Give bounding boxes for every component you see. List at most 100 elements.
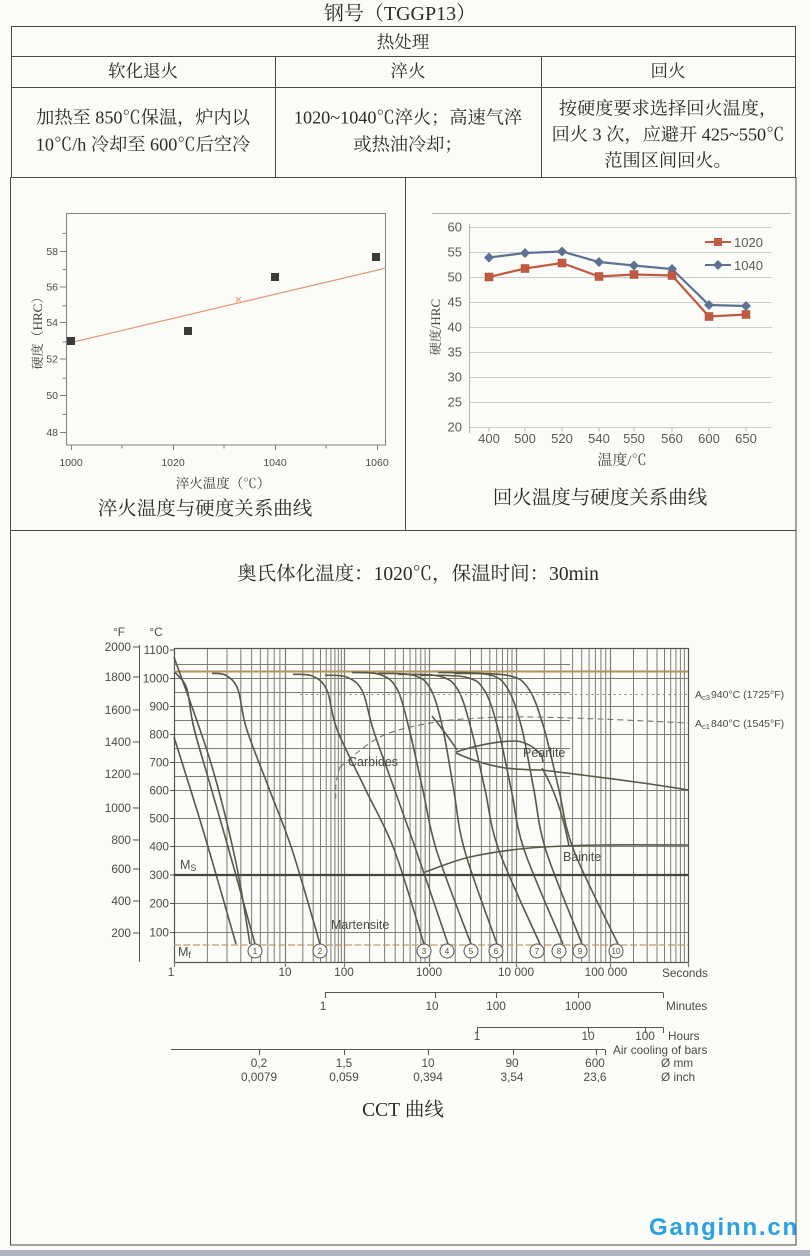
svg-text:600: 600: [146, 135, 178, 155]
svg-text:400: 400: [111, 894, 131, 908]
svg-text:100: 100: [149, 926, 169, 940]
svg-text:300: 300: [149, 868, 169, 882]
svg-text:20: 20: [448, 420, 462, 435]
svg-text:550: 550: [623, 431, 645, 446]
svg-text:7: 7: [535, 947, 540, 956]
svg-text:600: 600: [585, 1056, 605, 1070]
svg-text:Hours: Hours: [668, 1029, 700, 1043]
svg-text:Air cooling of bars: Air cooling of bars: [613, 1043, 708, 1057]
svg-text:54: 54: [46, 317, 58, 329]
svg-text:900: 900: [149, 700, 169, 714]
svg-text:800: 800: [111, 833, 131, 847]
svg-text:10: 10: [612, 947, 621, 956]
svg-text:0,0079: 0,0079: [241, 1070, 277, 1084]
svg-text:2: 2: [318, 947, 323, 956]
svg-text:10: 10: [425, 999, 439, 1013]
svg-text:35: 35: [448, 345, 462, 360]
svg-text:Seconds: Seconds: [662, 966, 708, 980]
svg-text:1000: 1000: [565, 999, 592, 1013]
svg-text:200: 200: [111, 926, 131, 940]
svg-text:10: 10: [421, 1056, 435, 1070]
svg-text:1060: 1060: [365, 457, 389, 469]
svg-text:Pearlite: Pearlite: [523, 746, 565, 760]
svg-text:/h: /h: [72, 135, 91, 155]
svg-text:0,2: 0,2: [251, 1056, 267, 1070]
svg-text:400: 400: [149, 840, 169, 854]
svg-text:1000: 1000: [105, 801, 132, 815]
svg-text:60: 60: [448, 220, 462, 235]
svg-text:CCT: CCT: [362, 1100, 404, 1121]
svg-text:Carbides: Carbides: [348, 755, 398, 769]
svg-text:1200: 1200: [105, 767, 132, 781]
svg-text:1020~1040: 1020~1040: [294, 108, 377, 128]
svg-text:1,5: 1,5: [336, 1056, 353, 1070]
svg-text:100: 100: [486, 999, 506, 1013]
svg-text:°F: °F: [113, 625, 125, 639]
svg-text:700: 700: [149, 756, 169, 770]
svg-text:850: 850: [91, 108, 123, 128]
svg-text:1600: 1600: [105, 703, 132, 717]
svg-text:400: 400: [478, 431, 500, 446]
svg-text:TGGP13: TGGP13: [384, 3, 456, 25]
svg-text:56: 56: [46, 282, 58, 294]
svg-text:3: 3: [588, 125, 606, 145]
svg-text:1020: 1020: [734, 235, 763, 250]
svg-text:3: 3: [422, 947, 427, 956]
svg-text:50: 50: [448, 270, 462, 285]
svg-text:/: /: [627, 453, 632, 469]
svg-text:1000: 1000: [143, 672, 170, 686]
svg-text:1: 1: [474, 1029, 481, 1043]
svg-text:4: 4: [445, 947, 450, 956]
svg-text:Bainite: Bainite: [563, 850, 601, 864]
svg-text:200: 200: [149, 897, 169, 911]
svg-text:°C: °C: [149, 625, 163, 639]
svg-text:23,6: 23,6: [584, 1070, 607, 1084]
svg-text:2000: 2000: [105, 640, 132, 654]
svg-text:Ø inch: Ø inch: [661, 1070, 695, 1084]
svg-text:1400: 1400: [105, 735, 132, 749]
svg-text:425~550: 425~550: [697, 125, 766, 145]
svg-text:1: 1: [320, 999, 327, 1013]
svg-text:6: 6: [494, 947, 499, 956]
svg-text:40: 40: [448, 320, 462, 335]
svg-text:560: 560: [661, 431, 683, 446]
svg-text:650: 650: [735, 431, 757, 446]
svg-text:/HRC: /HRC: [428, 299, 443, 329]
svg-text:10: 10: [278, 965, 292, 979]
svg-text:52: 52: [46, 354, 58, 366]
svg-text:1020: 1020: [374, 564, 413, 585]
svg-text:90: 90: [505, 1056, 519, 1070]
svg-text:10: 10: [36, 135, 54, 155]
svg-text:0,059: 0,059: [329, 1070, 359, 1084]
svg-text:10: 10: [581, 1029, 595, 1043]
svg-text:600: 600: [698, 431, 720, 446]
svg-text:25: 25: [448, 395, 462, 410]
svg-text:1800: 1800: [105, 670, 132, 684]
svg-text:5: 5: [469, 947, 474, 956]
svg-text:600: 600: [149, 784, 169, 798]
svg-text:Ganginn.cn: Ganginn.cn: [649, 1214, 799, 1241]
svg-text:1000: 1000: [416, 965, 443, 979]
svg-text:50: 50: [46, 390, 58, 402]
svg-text:1: 1: [253, 947, 258, 956]
svg-text:1040: 1040: [263, 457, 287, 469]
svg-text:8: 8: [557, 947, 562, 956]
svg-text:Ø mm: Ø mm: [661, 1056, 693, 1070]
svg-text:Mf: Mf: [178, 945, 191, 960]
svg-text:Ac1840°C (1545°F): Ac1840°C (1545°F): [695, 718, 784, 731]
svg-text:540: 540: [588, 431, 610, 446]
svg-text:10 000: 10 000: [498, 965, 535, 979]
svg-text:520: 520: [551, 431, 573, 446]
svg-text:0,394: 0,394: [413, 1070, 443, 1084]
svg-text:30min: 30min: [549, 564, 599, 585]
svg-text:1040: 1040: [734, 258, 763, 273]
svg-text:500: 500: [514, 431, 536, 446]
svg-text:500: 500: [149, 812, 169, 826]
svg-text:800: 800: [149, 728, 169, 742]
svg-text:600: 600: [111, 862, 131, 876]
svg-text:1100: 1100: [144, 643, 170, 657]
svg-text:45: 45: [448, 295, 462, 310]
svg-text:30: 30: [448, 370, 462, 385]
svg-text:Martensite: Martensite: [331, 918, 389, 932]
svg-text:Minutes: Minutes: [666, 999, 707, 1013]
